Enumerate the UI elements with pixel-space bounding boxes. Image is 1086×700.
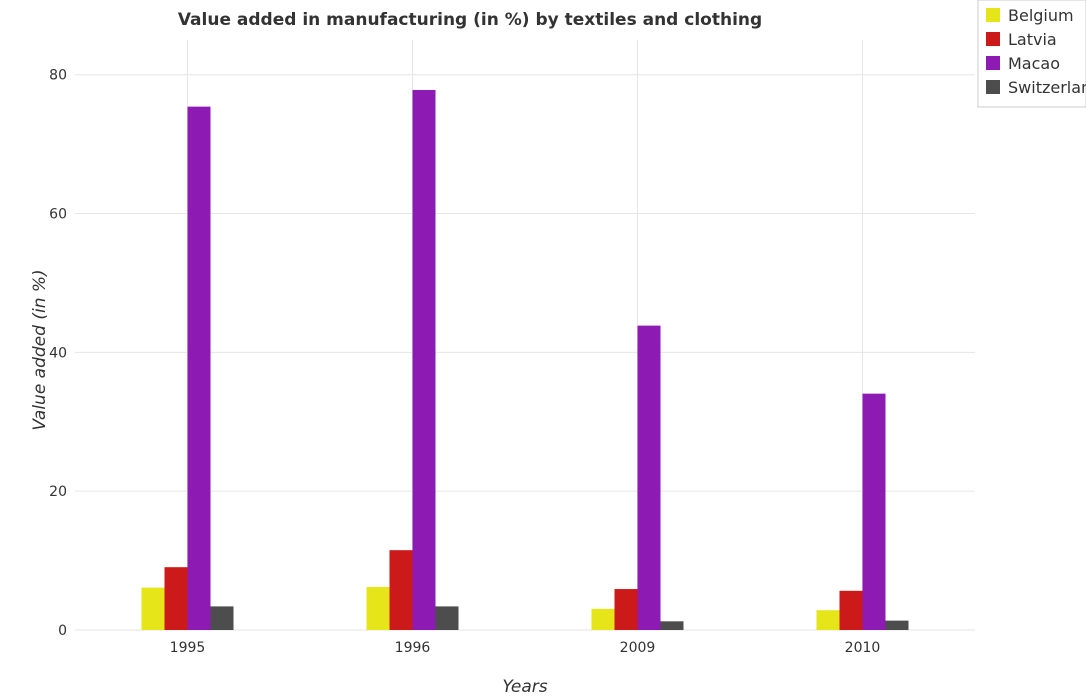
bar-belgium-1995: [141, 587, 165, 630]
bar-latvia-2010: [839, 590, 863, 630]
bar-switzerland-1995: [210, 606, 234, 630]
bar-switzerland-2009: [660, 621, 684, 630]
bar-switzerland-2010: [885, 620, 909, 630]
y-tick-label: 80: [49, 68, 67, 84]
bar-macao-2009: [637, 325, 661, 630]
y-tick-label: 0: [58, 623, 67, 639]
bar-latvia-1996: [389, 550, 413, 630]
y-tick-label: 60: [49, 207, 67, 223]
bar-macao-1995: [187, 106, 211, 630]
chart-title: Value added in manufacturing (in %) by t…: [178, 10, 762, 30]
legend: Belgium Latvia Macao Switzerland: [977, 0, 1086, 108]
y-ticks: 0 20 40 60 80: [49, 68, 67, 639]
x-tick-label: 1996: [395, 640, 431, 656]
legend-label-latvia: Latvia: [1008, 30, 1057, 49]
bar-latvia-1995: [164, 567, 188, 630]
x-tick-label: 2009: [620, 640, 656, 656]
bar-switzerland-1996: [435, 606, 459, 630]
bar-belgium-1996: [366, 586, 390, 630]
legend-swatch-latvia: [986, 32, 1000, 46]
x-tick-label: 1995: [170, 640, 206, 656]
bar-latvia-2009: [614, 589, 638, 630]
y-tick-label: 40: [49, 345, 67, 361]
bar-belgium-2009: [591, 608, 615, 630]
legend-label-macao: Macao: [1008, 54, 1060, 73]
legend-swatch-switzerland: [986, 80, 1000, 94]
legend-swatch-macao: [986, 56, 1000, 70]
legend-label-switzerland: Switzerland: [1008, 78, 1086, 97]
bars: [141, 89, 909, 631]
x-axis-label: Years: [502, 677, 547, 697]
y-tick-label: 20: [49, 484, 67, 500]
legend-label-belgium: Belgium: [1008, 6, 1074, 25]
bar-belgium-2010: [816, 610, 840, 630]
bar-macao-2010: [862, 393, 886, 630]
x-ticks: 1995 1996 2009 2010: [170, 640, 881, 656]
y-axis-label: Value added (in %): [30, 269, 50, 430]
x-tick-label: 2010: [845, 640, 881, 656]
bar-macao-1996: [412, 89, 436, 631]
legend-swatch-belgium: [986, 8, 1000, 22]
